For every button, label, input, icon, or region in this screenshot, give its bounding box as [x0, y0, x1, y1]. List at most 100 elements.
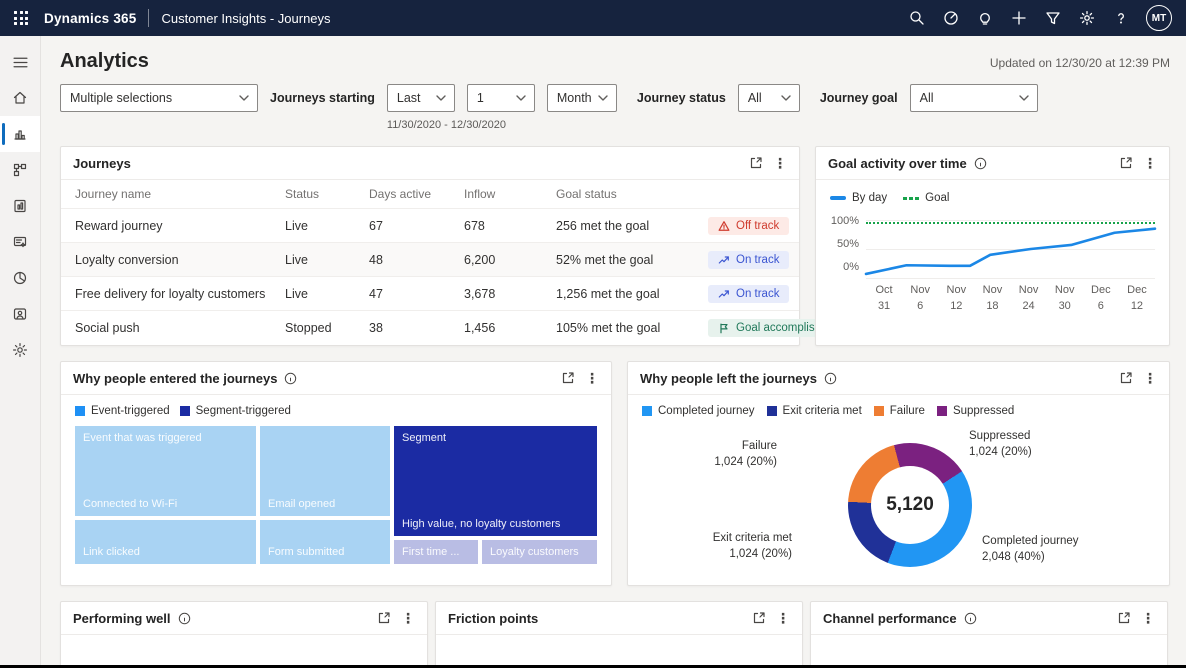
trend-up-icon [718, 254, 730, 266]
goal-line-chart: 100% 50% 0% [830, 220, 1155, 315]
table-row[interactable]: Free delivery for loyalty customers Live… [61, 276, 799, 310]
app-name[interactable]: Customer Insights - Journeys [161, 11, 330, 26]
gear-icon[interactable] [1072, 3, 1102, 33]
info-icon[interactable] [964, 612, 977, 625]
donut-ring[interactable]: 5,120 [848, 443, 972, 567]
journey-status-label: Journey status [637, 84, 726, 112]
y-axis-labels: 100% 50% 0% [830, 215, 866, 273]
journey-status-dropdown[interactable]: All [738, 84, 800, 112]
expand-icon[interactable] [1119, 371, 1133, 385]
info-icon[interactable] [824, 372, 837, 385]
friction-points-title: Friction points [448, 611, 538, 626]
more-options-icon[interactable]: ⋮ [585, 371, 599, 385]
flow-icon [12, 162, 28, 178]
treemap-block-email-opened[interactable]: Email opened [260, 426, 390, 516]
hamburger-icon [12, 54, 29, 71]
sidebar-item-journeys[interactable] [0, 152, 40, 188]
sidebar-item-home[interactable] [0, 80, 40, 116]
by-day-series-line [866, 229, 1155, 274]
journeys-table: Journey name Status Days active Inflow G… [61, 180, 799, 344]
expand-icon[interactable] [1119, 156, 1133, 170]
filter-icon[interactable] [1038, 3, 1068, 33]
donut-legend: Completed journey Exit criteria met Fail… [642, 405, 1155, 417]
x-axis-labels: Oct31 Nov6 Nov12 Nov18 Nov24 Nov30 Dec6 … [866, 283, 1155, 315]
starting-period-unit-dropdown[interactable]: Month [547, 84, 617, 112]
treemap-block-loyalty-customers[interactable]: Loyalty customers [482, 540, 597, 564]
sidebar-item-forms[interactable] [0, 224, 40, 260]
treemap-block-first-time[interactable]: First time ... [394, 540, 478, 564]
chevron-down-icon [516, 95, 526, 101]
callout-exit-criteria: Exit criteria met1,024 (20%) [713, 531, 792, 562]
more-options-icon[interactable]: ⋮ [1143, 371, 1157, 385]
expand-icon[interactable] [561, 371, 575, 385]
expand-icon[interactable] [749, 156, 763, 170]
callout-completed-journey: Completed journey2,048 (40%) [982, 534, 1079, 565]
app-launcher-waffle-icon[interactable] [10, 7, 32, 29]
more-options-icon[interactable]: ⋮ [1143, 156, 1157, 170]
sidebar-item-settings[interactable] [0, 332, 40, 368]
by-day-swatch [830, 196, 846, 200]
gauge-icon[interactable] [936, 3, 966, 33]
flag-icon [718, 322, 730, 334]
more-options-icon[interactable]: ⋮ [401, 611, 415, 625]
friction-points-card: Friction points ⋮ [435, 601, 803, 668]
sidebar-menu-toggle[interactable] [0, 44, 40, 80]
journeys-multiselect-dropdown[interactable]: Multiple selections [60, 84, 258, 112]
status-badge-on-track: On track [708, 251, 789, 269]
user-avatar[interactable]: MT [1146, 5, 1172, 31]
search-icon[interactable] [902, 3, 932, 33]
status-badge-off-track: Off track [708, 217, 789, 235]
legend-by-day: By day [830, 192, 887, 204]
top-navigation-bar: Dynamics 365 Customer Insights - Journey… [0, 0, 1186, 36]
why-entered-title: Why people entered the journeys [73, 371, 277, 386]
plus-icon[interactable] [1004, 3, 1034, 33]
sidebar-item-reports[interactable] [0, 188, 40, 224]
sidebar-item-audience[interactable] [0, 296, 40, 332]
starting-period-direction-dropdown[interactable]: Last [387, 84, 455, 112]
help-icon[interactable] [1106, 3, 1136, 33]
lightbulb-icon[interactable] [970, 3, 1000, 33]
treemap-block-segment[interactable]: Segment High value, no loyalty customers [394, 426, 597, 536]
warning-triangle-icon [718, 220, 730, 232]
journeys-card: Journeys ⋮ Journey name Status Days acti… [60, 146, 800, 346]
legend-goal: Goal [903, 192, 949, 204]
treemap-block-link-clicked[interactable]: Link clicked [75, 520, 256, 564]
callout-failure: Failure1,024 (20%) [714, 439, 777, 470]
info-icon[interactable] [178, 612, 191, 625]
legend-segment-triggered: Segment-triggered [180, 405, 291, 417]
legend-suppressed: Suppressed [937, 405, 1014, 417]
page-title: Analytics [60, 50, 149, 73]
audience-icon [12, 306, 28, 322]
table-row[interactable]: Loyalty conversion Live 48 6,200 52% met… [61, 242, 799, 276]
journey-goal-dropdown[interactable]: All [910, 84, 1038, 112]
expand-icon[interactable] [752, 611, 766, 625]
sidebar-item-segments[interactable] [0, 260, 40, 296]
performing-well-card: Performing well ⋮ [60, 601, 428, 668]
dynamics-365-logo[interactable]: Dynamics 365 [44, 11, 136, 26]
more-options-icon[interactable]: ⋮ [773, 156, 787, 170]
more-options-icon[interactable]: ⋮ [1141, 611, 1155, 625]
starting-period-count-dropdown[interactable]: 1 [467, 84, 535, 112]
treemap-block-event-triggered[interactable]: Event that was triggered Connected to Wi… [75, 426, 256, 516]
more-options-icon[interactable]: ⋮ [776, 611, 790, 625]
chevron-down-icon [239, 95, 249, 101]
report-icon [12, 198, 28, 214]
performing-well-title: Performing well [73, 611, 171, 626]
expand-icon[interactable] [377, 611, 391, 625]
info-icon[interactable] [284, 372, 297, 385]
topbar-divider [148, 9, 149, 27]
expand-icon[interactable] [1117, 611, 1131, 625]
journeys-card-title: Journeys [73, 156, 131, 171]
journeys-starting-label: Journeys starting [270, 84, 375, 112]
table-row[interactable]: Reward journey Live 67 678 256 met the g… [61, 208, 799, 242]
legend-completed-journey: Completed journey [642, 405, 755, 417]
treemap-block-form-submitted[interactable]: Form submitted [260, 520, 390, 564]
home-icon [12, 90, 28, 106]
segment-triggered-swatch [180, 406, 190, 416]
form-icon [12, 234, 28, 250]
why-left-title: Why people left the journeys [640, 371, 817, 386]
goal-activity-card: Goal activity over time ⋮ [815, 146, 1170, 346]
sidebar-item-analytics[interactable] [0, 116, 40, 152]
table-row[interactable]: Social push Stopped 38 1,456 105% met th… [61, 310, 799, 344]
info-icon[interactable] [974, 157, 987, 170]
